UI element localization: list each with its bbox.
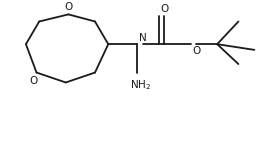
- Text: O: O: [160, 4, 168, 14]
- Text: O: O: [30, 76, 38, 86]
- Text: N: N: [139, 33, 147, 43]
- Text: O: O: [64, 2, 73, 12]
- Text: NH$_2$: NH$_2$: [129, 78, 151, 92]
- Text: O: O: [192, 46, 200, 56]
